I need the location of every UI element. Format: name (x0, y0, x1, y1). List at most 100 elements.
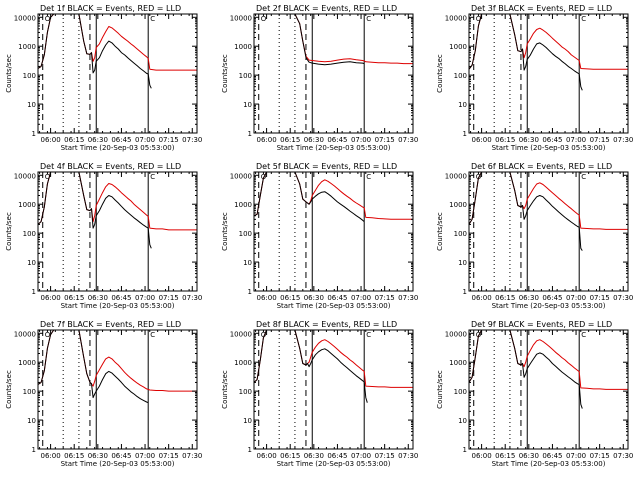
x-tick-label: 07:00 (351, 294, 371, 302)
x-tick-label: 06:30 (304, 452, 324, 460)
x-tick-label: 06:15 (280, 452, 300, 460)
plot-frame (468, 171, 629, 292)
y-tick-label: 1000 (18, 359, 36, 367)
y-tick-label: 100 (239, 72, 252, 80)
plot-frame (253, 329, 414, 450)
corner-mark-o: O (45, 173, 51, 181)
x-tick-label: 06:15 (64, 452, 84, 460)
y-tick-label: 100 (454, 388, 467, 396)
y-tick-label: 10 (243, 417, 252, 425)
y-tick-label: 1 (248, 130, 252, 138)
x-tick-label: 07:30 (613, 294, 633, 302)
y-tick-label: 1 (463, 446, 467, 454)
y-tick-label: 10 (27, 417, 36, 425)
y-tick-label: 1000 (449, 201, 467, 209)
x-tick-label: 06:00 (257, 136, 277, 144)
x-tick-label: 06:45 (111, 294, 131, 302)
corner-mark-c: C (581, 15, 586, 23)
x-tick-label: 06:45 (327, 136, 347, 144)
x-tick-label: 06:00 (41, 136, 61, 144)
x-tick-label: 07:15 (590, 136, 610, 144)
x-tick-label: 06:30 (88, 452, 108, 460)
x-tick-label: 06:15 (280, 136, 300, 144)
x-tick-label: 07:00 (135, 136, 155, 144)
panel-det-2f: Det 2f BLACK = Events, RED = LLD O C 1 10 100… (221, 4, 418, 152)
panel-title: Det 8f BLACK = Events, RED = LLD (256, 320, 397, 329)
y-tick-label: 1 (463, 130, 467, 138)
panel-title: Det 6f BLACK = Events, RED = LLD (471, 162, 612, 171)
x-tick-label: 07:00 (135, 294, 155, 302)
plot-frame (468, 13, 629, 134)
y-axis-label: Counts/sec (436, 54, 444, 93)
y-tick-label: 1 (463, 288, 467, 296)
y-tick-label: 1000 (449, 43, 467, 51)
x-tick-label: 07:15 (590, 294, 610, 302)
y-tick-label: 1 (32, 130, 36, 138)
y-tick-label: 10 (458, 417, 467, 425)
x-axis-label: Start Time (20-Sep-03 05:53:00) (492, 460, 606, 468)
plot-frame (253, 13, 414, 134)
panel-det-3f: Det 3f BLACK = Events, RED = LLD O C 1 10 100… (436, 4, 633, 152)
corner-mark-c: C (366, 331, 371, 339)
corner-mark-c: C (150, 331, 155, 339)
corner-mark-o: O (261, 15, 267, 23)
corner-mark-c: C (581, 331, 586, 339)
x-tick-label: 07:30 (182, 294, 202, 302)
panel-title: Det 4f BLACK = Events, RED = LLD (40, 162, 181, 171)
panel-title: Det 2f BLACK = Events, RED = LLD (256, 4, 397, 13)
x-tick-label: 07:15 (159, 136, 179, 144)
x-tick-label: 06:45 (327, 452, 347, 460)
y-tick-label: 10 (458, 259, 467, 267)
x-tick-label: 06:45 (542, 136, 562, 144)
x-tick-label: 07:30 (398, 294, 418, 302)
x-tick-label: 06:45 (111, 136, 131, 144)
x-axis-label: Start Time (20-Sep-03 05:53:00) (492, 144, 606, 152)
panel-title: Det 1f BLACK = Events, RED = LLD (40, 4, 181, 13)
panel-title: Det 3f BLACK = Events, RED = LLD (471, 4, 612, 13)
y-tick-label: 1000 (234, 201, 252, 209)
x-tick-label: 06:15 (64, 136, 84, 144)
plot-frame (253, 171, 414, 292)
x-tick-label: 06:15 (495, 136, 515, 144)
x-tick-label: 06:45 (327, 294, 347, 302)
corner-mark-c: C (366, 173, 371, 181)
y-tick-label: 100 (23, 72, 36, 80)
y-tick-label: 10 (243, 259, 252, 267)
x-axis-label: Start Time (20-Sep-03 05:53:00) (61, 302, 175, 310)
x-tick-label: 07:30 (613, 136, 633, 144)
panel-det-4f: Det 4f BLACK = Events, RED = LLD O C 1 10 100… (5, 162, 202, 310)
y-axis-label: Counts/sec (5, 212, 13, 251)
x-tick-label: 06:30 (88, 294, 108, 302)
x-tick-label: 07:30 (613, 452, 633, 460)
x-tick-label: 07:30 (398, 452, 418, 460)
plot-frame (37, 329, 198, 450)
x-tick-label: 07:30 (182, 452, 202, 460)
x-axis-label: Start Time (20-Sep-03 05:53:00) (61, 460, 175, 468)
x-tick-label: 06:00 (472, 294, 492, 302)
y-tick-label: 100 (23, 388, 36, 396)
x-tick-label: 06:15 (495, 294, 515, 302)
corner-mark-c: C (366, 15, 371, 23)
x-tick-label: 07:30 (398, 136, 418, 144)
y-tick-label: 10000 (445, 330, 467, 338)
x-tick-label: 06:15 (495, 452, 515, 460)
y-tick-label: 1000 (234, 43, 252, 51)
plot-frame (468, 329, 629, 450)
y-tick-label: 10000 (445, 14, 467, 22)
x-tick-label: 07:15 (159, 452, 179, 460)
panel-det-1f: Det 1f BLACK = Events, RED = LLD O C 1 10 100… (5, 4, 202, 152)
x-tick-label: 06:00 (472, 452, 492, 460)
x-tick-label: 06:00 (41, 452, 61, 460)
x-tick-label: 07:15 (590, 452, 610, 460)
x-tick-label: 06:30 (519, 136, 539, 144)
y-tick-label: 10 (27, 101, 36, 109)
x-tick-label: 06:30 (304, 136, 324, 144)
y-tick-label: 100 (239, 388, 252, 396)
y-tick-label: 10000 (445, 172, 467, 180)
y-tick-label: 1000 (18, 43, 36, 51)
x-tick-label: 07:00 (566, 294, 586, 302)
y-axis-label: Counts/sec (5, 54, 13, 93)
